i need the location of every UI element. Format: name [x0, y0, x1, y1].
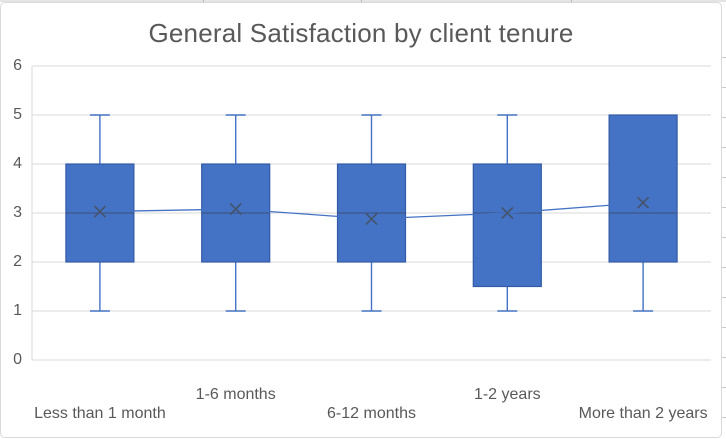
y-tick-label: 3	[13, 204, 22, 221]
worksheet-row-gridline	[722, 327, 726, 328]
y-tick-label: 2	[13, 253, 22, 270]
worksheet-row-gridline	[722, 267, 726, 268]
worksheet-row-gridline	[722, 177, 726, 178]
worksheet-row-gridline	[722, 297, 726, 298]
x-category-label-1-2-years: 1-2 years	[473, 386, 541, 403]
worksheet-row-gridline	[722, 147, 726, 148]
mean-x-marker	[637, 196, 650, 209]
y-tick-label: 1	[13, 302, 22, 319]
x-category-label-more-than-2-years: More than 2 years	[578, 405, 708, 422]
box-group-less-than-1-month[interactable]	[65, 114, 135, 312]
worksheet-row-gridline	[722, 87, 726, 88]
mean-x-marker	[93, 205, 106, 218]
iqr-box[interactable]	[608, 114, 678, 263]
worksheet-column-gridline	[571, 0, 572, 2]
chart-title[interactable]: General Satisfaction by client tenure	[148, 18, 574, 48]
mean-x-marker	[365, 212, 378, 225]
worksheet-row-gridline	[722, 357, 726, 358]
y-tick-label: 0	[13, 351, 22, 368]
box-group-1-6-months[interactable]	[201, 114, 271, 312]
worksheet-row-gridline	[722, 237, 726, 238]
box-group-more-than-2-years[interactable]	[608, 114, 678, 312]
y-tick-label: 4	[13, 155, 22, 172]
x-category-label-6-12-months: 6-12 months	[327, 405, 416, 422]
worksheet-row-gridline	[722, 117, 726, 118]
worksheet-row-gridline	[722, 387, 726, 388]
iqr-box[interactable]	[472, 163, 542, 288]
x-category-label-less-than-1-month: Less than 1 month	[34, 405, 166, 422]
mean-x-marker	[501, 206, 514, 220]
worksheet-row-gridline	[722, 417, 726, 418]
x-category-label-1-6-months: 1-6 months	[195, 386, 276, 403]
worksheet-row-gridline	[722, 57, 726, 58]
mean-x-marker	[229, 203, 242, 216]
worksheet-sliver-top	[0, 0, 726, 2]
y-tick-label: 5	[13, 106, 22, 123]
worksheet-row-gridline	[722, 207, 726, 208]
y-tick-label: 6	[13, 57, 22, 74]
box-group-1-2-years[interactable]	[472, 114, 542, 312]
worksheet-column-gridline	[361, 0, 362, 2]
worksheet-column-gridline	[203, 0, 204, 2]
box-group-6-12-months[interactable]	[336, 114, 407, 312]
